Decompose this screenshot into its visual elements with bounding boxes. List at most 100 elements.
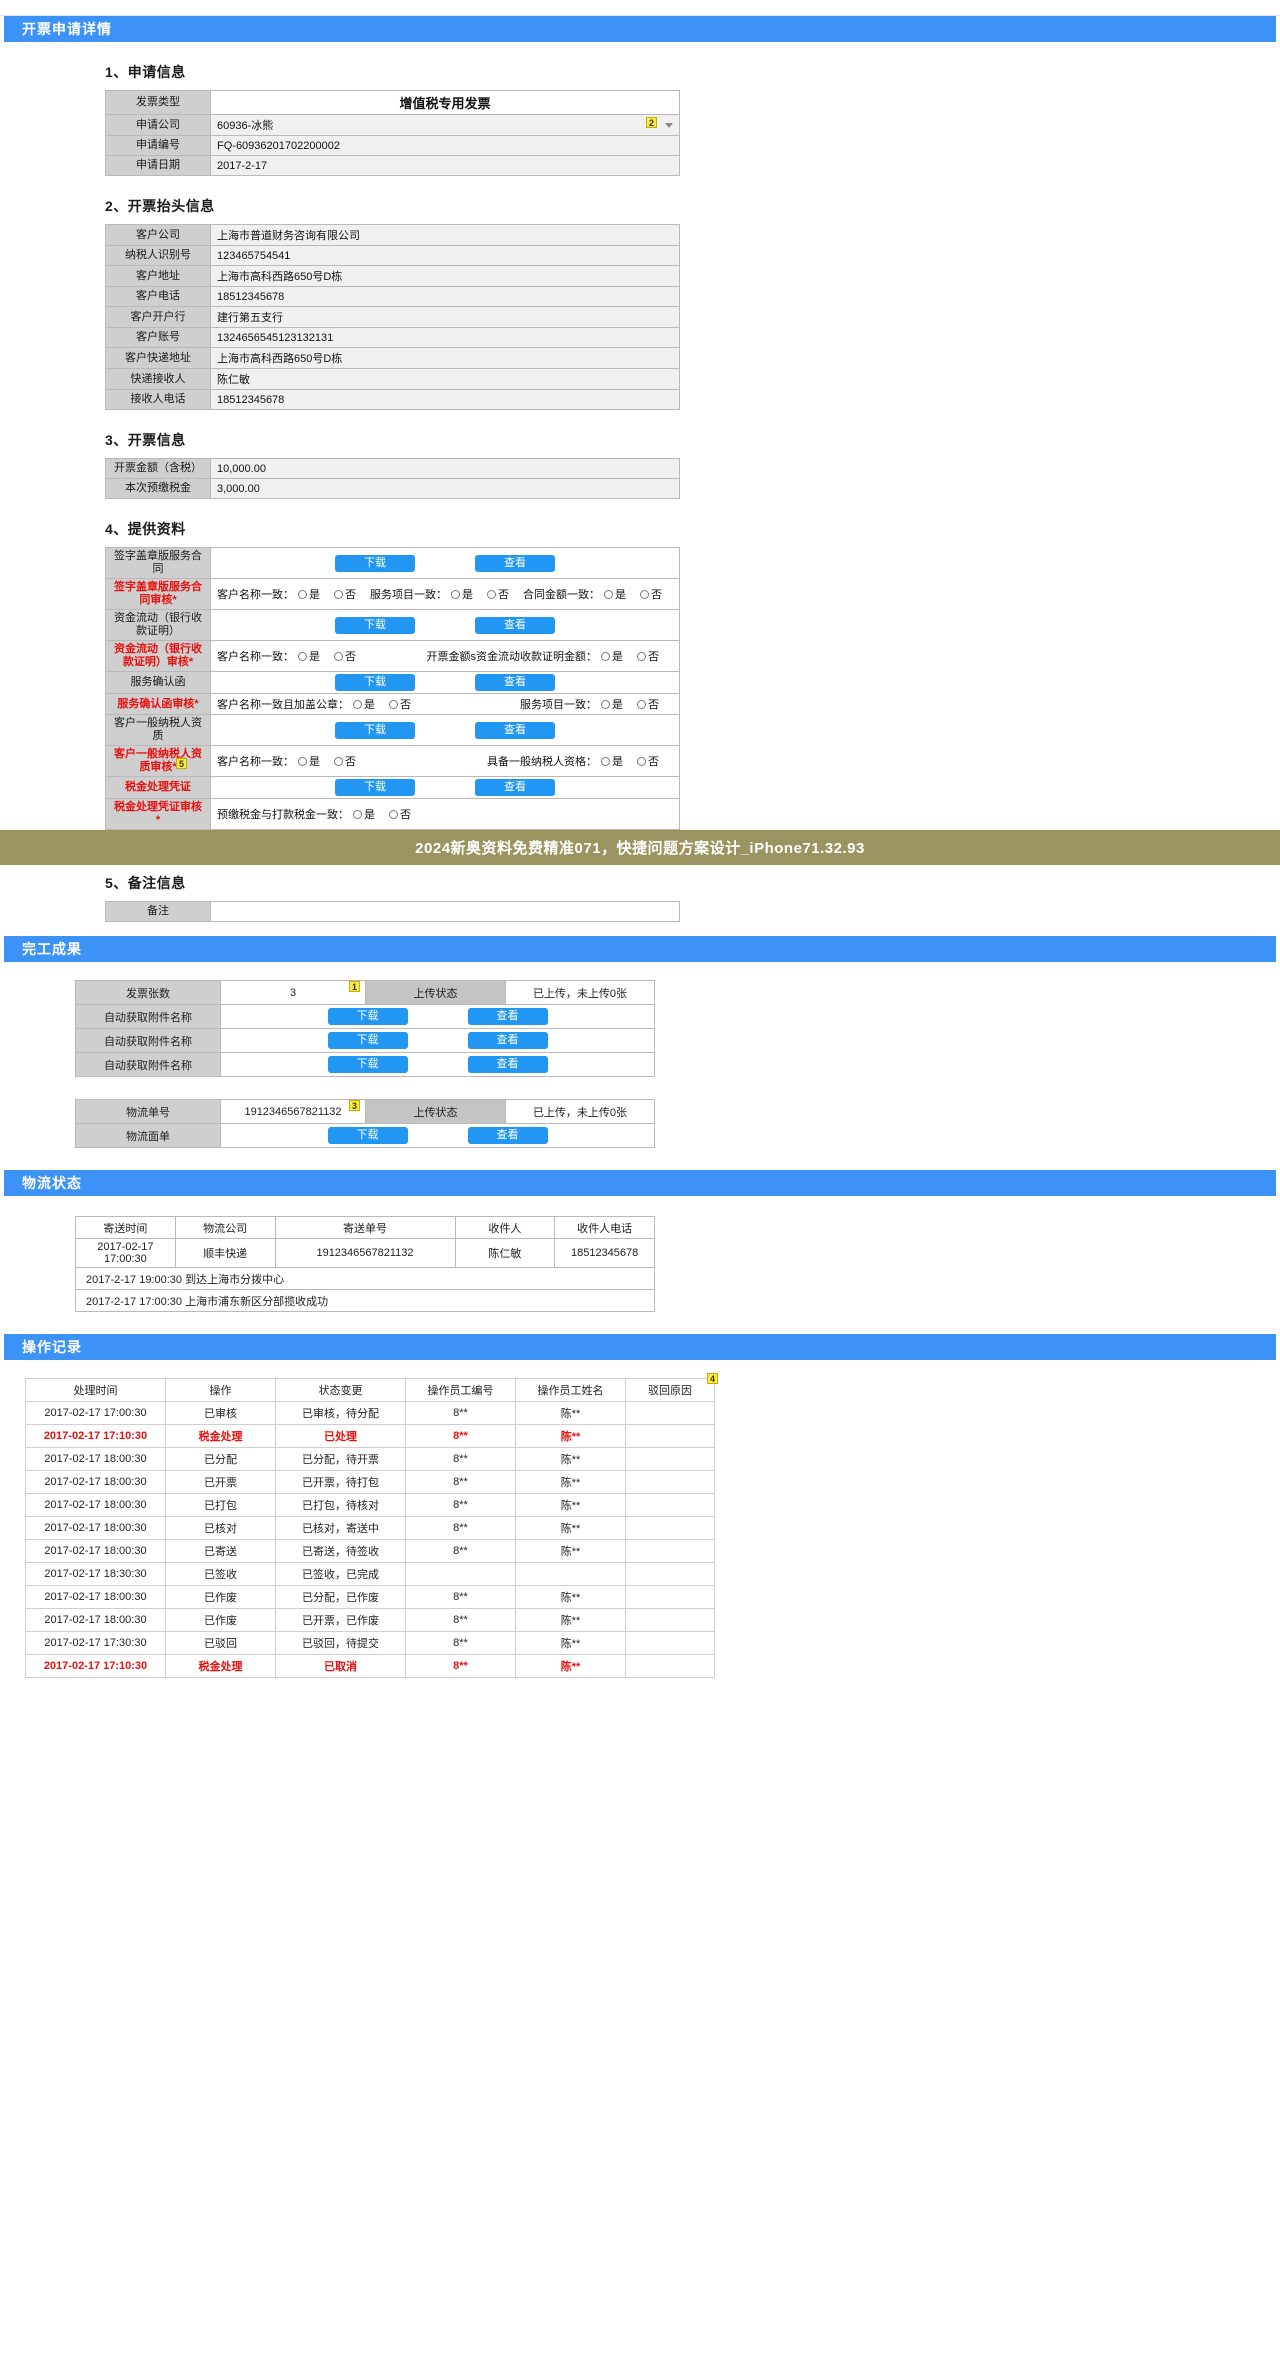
- apply-detail-banner: 开票申请详情: [4, 16, 1276, 42]
- row-label: 签字盖章版服务合同: [105, 547, 211, 579]
- chevron-down-icon[interactable]: [665, 123, 673, 128]
- view-button[interactable]: 查看: [475, 779, 555, 796]
- row-actions: 下载 查看: [220, 1052, 655, 1077]
- cell-emp-id: 8**: [405, 1631, 516, 1655]
- radio-icon[interactable]: [334, 589, 343, 599]
- table-row: 客户一般纳税人资质 下载 查看: [105, 714, 680, 746]
- cell-emp-name: 陈**: [515, 1424, 626, 1448]
- table-row: 备注: [105, 901, 680, 922]
- radio-option-no[interactable]: 否: [334, 753, 356, 769]
- radio-option-no[interactable]: 否: [389, 806, 411, 822]
- radio-icon[interactable]: [353, 809, 362, 819]
- section3-title: 3、开票信息: [105, 432, 186, 448]
- download-button[interactable]: 下载: [327, 1008, 408, 1025]
- radio-option-yes[interactable]: 是: [353, 696, 375, 712]
- download-button[interactable]: 下载: [335, 674, 415, 691]
- table-row: 发票张数 3 上传状态 已上传，未上传0张: [75, 980, 655, 1005]
- radio-icon[interactable]: [389, 699, 398, 709]
- radio-icon[interactable]: [298, 589, 307, 599]
- oplog-banner: 操作记录: [4, 1334, 1276, 1360]
- radio-icon[interactable]: [601, 699, 610, 709]
- view-button[interactable]: 查看: [475, 616, 555, 634]
- view-button[interactable]: 查看: [467, 1008, 548, 1025]
- download-button[interactable]: 下载: [335, 554, 415, 572]
- row-label: 发票类型: [105, 90, 211, 115]
- download-button[interactable]: 下载: [335, 721, 415, 739]
- section1-title: 1、申请信息: [105, 64, 186, 80]
- row-label: 客户快递地址: [105, 347, 211, 369]
- view-button[interactable]: 查看: [467, 1056, 548, 1073]
- radio-icon[interactable]: [334, 651, 343, 661]
- radio-icon[interactable]: [604, 589, 613, 599]
- radio-option-yes[interactable]: 是: [601, 753, 623, 769]
- remark-input[interactable]: [210, 901, 680, 922]
- table-row: 客户快递地址 上海市高科西路650号D栋: [105, 347, 680, 369]
- radio-icon[interactable]: [601, 756, 610, 766]
- radio-icon[interactable]: [298, 651, 307, 661]
- oplog-banner-wrap: 操作记录: [0, 1334, 1280, 1360]
- radio-icon[interactable]: [353, 699, 362, 709]
- radio-option-yes[interactable]: 是: [353, 806, 375, 822]
- row-label: 税金处理凭证: [105, 776, 211, 799]
- download-button[interactable]: 下载: [335, 616, 415, 634]
- view-button[interactable]: 查看: [475, 674, 555, 691]
- download-button[interactable]: 下载: [327, 1127, 408, 1144]
- radio-option-yes[interactable]: 是: [298, 753, 320, 769]
- invoice-amount-value: 10,000.00: [210, 458, 680, 479]
- view-button[interactable]: 查看: [475, 721, 555, 739]
- radio-icon[interactable]: [601, 651, 610, 661]
- radio-question: 具备一般纳税人资格：: [487, 756, 597, 768]
- radio-icon[interactable]: [637, 651, 646, 661]
- radio-icon[interactable]: [389, 809, 398, 819]
- table-row: 2017-2-17 17:00:30 上海市浦东新区分部揽收成功: [75, 1289, 655, 1312]
- column-header: 操作员工姓名: [515, 1378, 626, 1402]
- row-label: 接收人电话: [105, 389, 211, 410]
- download-button[interactable]: 下载: [335, 779, 415, 796]
- top-strip: [0, 0, 1280, 16]
- radio-option-no[interactable]: 否: [637, 648, 659, 664]
- download-button[interactable]: 下载: [327, 1056, 408, 1073]
- badge-marker-5: 5: [176, 758, 187, 769]
- radio-option-yes[interactable]: 是: [601, 648, 623, 664]
- radio-icon[interactable]: [640, 589, 649, 599]
- radio-option-no[interactable]: 否: [389, 696, 411, 712]
- row-label: 备注: [105, 901, 211, 922]
- radio-option-no[interactable]: 否: [334, 648, 356, 664]
- view-button[interactable]: 查看: [475, 554, 555, 572]
- radio-icon[interactable]: [487, 589, 496, 599]
- apply-company-select[interactable]: 60936-冰熊: [210, 114, 680, 136]
- radio-option-no[interactable]: 否: [637, 696, 659, 712]
- radio-option-no[interactable]: 否: [334, 586, 356, 602]
- radio-option-no[interactable]: 否: [640, 586, 662, 602]
- radio-option-yes[interactable]: 是: [298, 586, 320, 602]
- radio-icon[interactable]: [637, 699, 646, 709]
- column-header: 驳回原因: [625, 1378, 715, 1402]
- cell-action: 已寄送: [165, 1539, 276, 1563]
- cell-reject-reason: [625, 1631, 715, 1655]
- radio-icon[interactable]: [637, 756, 646, 766]
- row-radio-group: 客户名称一致且加盖公章： 是 否 服务项目一致： 是 否: [210, 693, 680, 715]
- radio-option-yes[interactable]: 是: [601, 696, 623, 712]
- radio-icon[interactable]: [298, 756, 307, 766]
- logistics-banner: 物流状态: [4, 1170, 1276, 1196]
- radio-option-yes[interactable]: 是: [604, 586, 626, 602]
- radio-option-yes[interactable]: 是: [298, 648, 320, 664]
- cell-time: 2017-02-17 18:00:30: [25, 1516, 166, 1540]
- row-label: 申请公司: [105, 114, 211, 136]
- cell-reject-reason: [625, 1539, 715, 1563]
- view-button[interactable]: 查看: [467, 1127, 548, 1144]
- radio-icon[interactable]: [451, 589, 460, 599]
- radio-option-no[interactable]: 否: [637, 753, 659, 769]
- radio-option-no[interactable]: 否: [487, 586, 509, 602]
- cell-status: 已驳回，待提交: [275, 1631, 406, 1655]
- cell-reject-reason: [625, 1493, 715, 1517]
- logistics-status-table: 寄送时间 物流公司 寄送单号 收件人 收件人电话 2017-02-17 17:0…: [75, 1216, 655, 1312]
- section5-title: 5、备注信息: [105, 875, 186, 891]
- radio-icon[interactable]: [334, 756, 343, 766]
- column-header: 状态变更: [275, 1378, 406, 1402]
- cell-reject-reason: [625, 1516, 715, 1540]
- radio-option-yes[interactable]: 是: [451, 586, 473, 602]
- download-button[interactable]: 下载: [327, 1032, 408, 1049]
- view-button[interactable]: 查看: [467, 1032, 548, 1049]
- radio-question: 客户名称一致：: [217, 756, 294, 768]
